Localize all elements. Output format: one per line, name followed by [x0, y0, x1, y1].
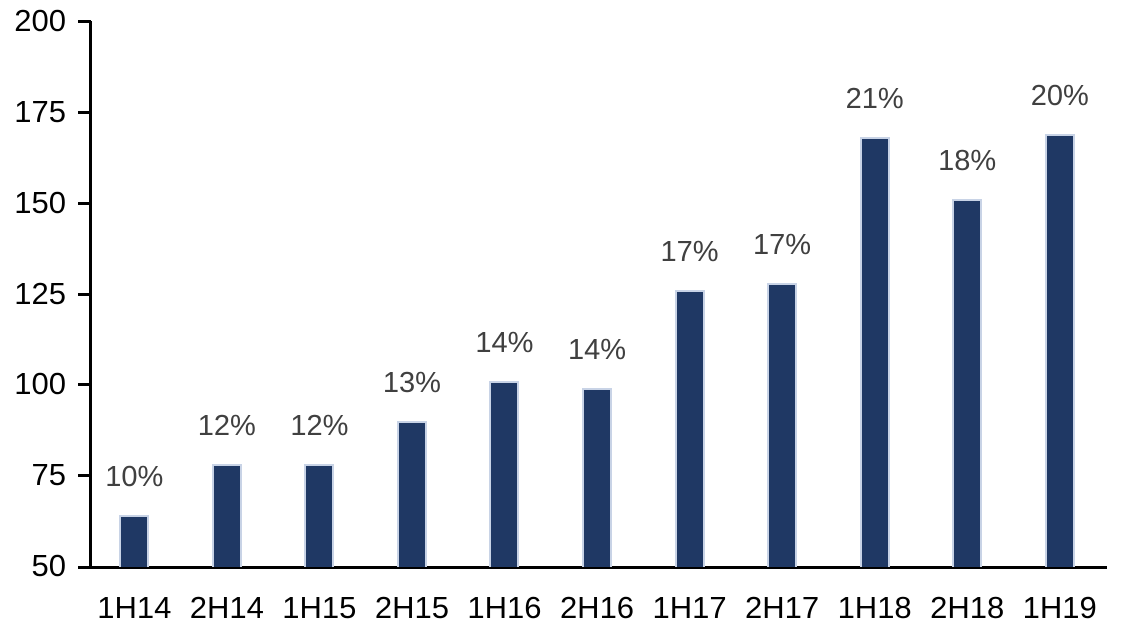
bar-2h14 [211, 464, 242, 567]
y-axis-tick [78, 474, 91, 478]
bar-value-label-1h14: 10% [105, 461, 164, 494]
x-axis-label-1h16: 1H16 [467, 590, 542, 625]
bar-value-label-1h18: 21% [845, 83, 904, 116]
bar-value-label-1h16: 14% [475, 326, 534, 359]
x-axis-label-1h14: 1H14 [97, 590, 172, 625]
bar-value-label-2h14: 12% [197, 410, 256, 443]
bar-value-label-2h16: 14% [567, 333, 627, 366]
bar-value-label-2h17: 17% [753, 228, 812, 261]
bar-2h15 [396, 420, 427, 567]
y-axis-tick [78, 383, 91, 387]
y-axis-tick [78, 110, 91, 114]
bar-1h18 [859, 137, 890, 567]
x-axis-label-2h17: 2H17 [745, 590, 820, 625]
bar-1h19 [1044, 133, 1075, 567]
bar-2h18 [952, 199, 983, 567]
x-axis-line [78, 566, 1107, 569]
y-axis-tick [78, 292, 91, 296]
x-axis-label-1h17: 1H17 [652, 590, 727, 625]
bar-value-label-1h19: 20% [1030, 79, 1089, 112]
x-axis-label-2h16: 2H16 [559, 590, 635, 625]
bar-1h15 [304, 464, 335, 567]
bar-1h14 [119, 515, 150, 567]
x-axis-label-2h18: 2H18 [930, 590, 1005, 625]
x-axis-label-1h19: 1H19 [1022, 590, 1097, 625]
bar-value-label-1h17: 17% [660, 235, 719, 268]
y-axis-tick [78, 201, 91, 205]
y-axis-tick-label: 75 [31, 457, 66, 493]
bar-1h16 [489, 380, 520, 567]
y-axis-tick [78, 20, 91, 23]
y-axis-tick-label: 175 [14, 93, 66, 129]
bar-2h17 [767, 282, 798, 567]
y-axis-tick-label: 200 [14, 3, 66, 38]
bar-value-label-1h15: 12% [290, 410, 349, 443]
x-axis-label-2h14: 2H14 [189, 590, 264, 625]
bar-2h16 [582, 387, 612, 567]
bar-value-label-2h18: 18% [938, 145, 997, 178]
y-axis-tick-label: 125 [14, 275, 66, 311]
x-axis-label-1h15: 1H15 [282, 590, 357, 625]
y-axis-tick-label: 50 [31, 548, 66, 583]
y-axis-tick-label: 150 [14, 184, 66, 220]
bar-value-label-2h15: 13% [382, 366, 441, 399]
bar-1h17 [674, 289, 705, 567]
y-axis-tick-label: 100 [14, 366, 66, 402]
x-axis-label-1h18: 1H18 [837, 590, 912, 625]
x-axis-label-2h15: 2H15 [374, 590, 449, 625]
